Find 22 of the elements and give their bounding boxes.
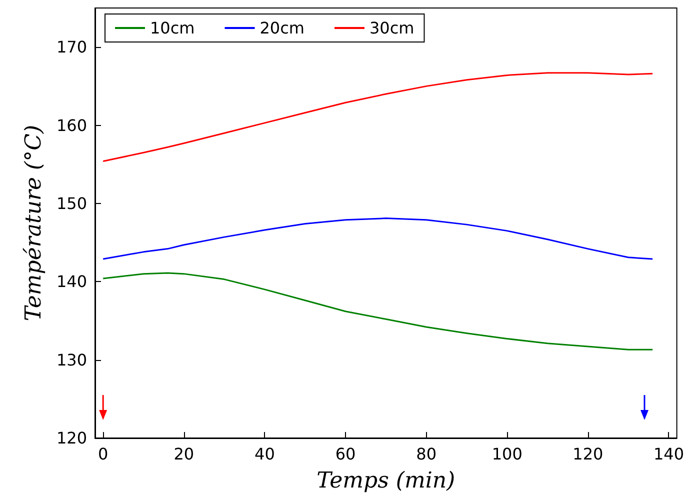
y-tick-label: 170 xyxy=(56,38,87,57)
y-tick-label: 120 xyxy=(56,428,87,448)
x-tick-label: 60 xyxy=(335,444,356,464)
y-tick-label: 140 xyxy=(56,272,87,292)
x-tick-label: 0 xyxy=(98,444,108,464)
x-tick-label: 20 xyxy=(174,444,194,464)
legend-label: 10cm xyxy=(150,18,195,38)
legend-label: 20cm xyxy=(260,18,304,38)
y-axis-title: Température (°C) xyxy=(22,124,46,322)
y-tick-label: 150 xyxy=(56,194,87,213)
y-tick-label: 130 xyxy=(56,350,87,370)
legend-label: 30cm xyxy=(369,18,414,38)
line-series xyxy=(102,72,654,162)
x-tick-label: 80 xyxy=(416,444,436,464)
line-series xyxy=(102,218,654,260)
x-tick-label: 120 xyxy=(572,444,604,464)
x-axis-title: Temps (min) xyxy=(316,468,456,494)
x-tick-label: 100 xyxy=(492,444,522,464)
line-series xyxy=(102,272,654,350)
x-tick-label: 40 xyxy=(254,444,275,464)
x-tick-label: 140 xyxy=(653,444,684,464)
y-tick-label: 160 xyxy=(56,116,87,135)
